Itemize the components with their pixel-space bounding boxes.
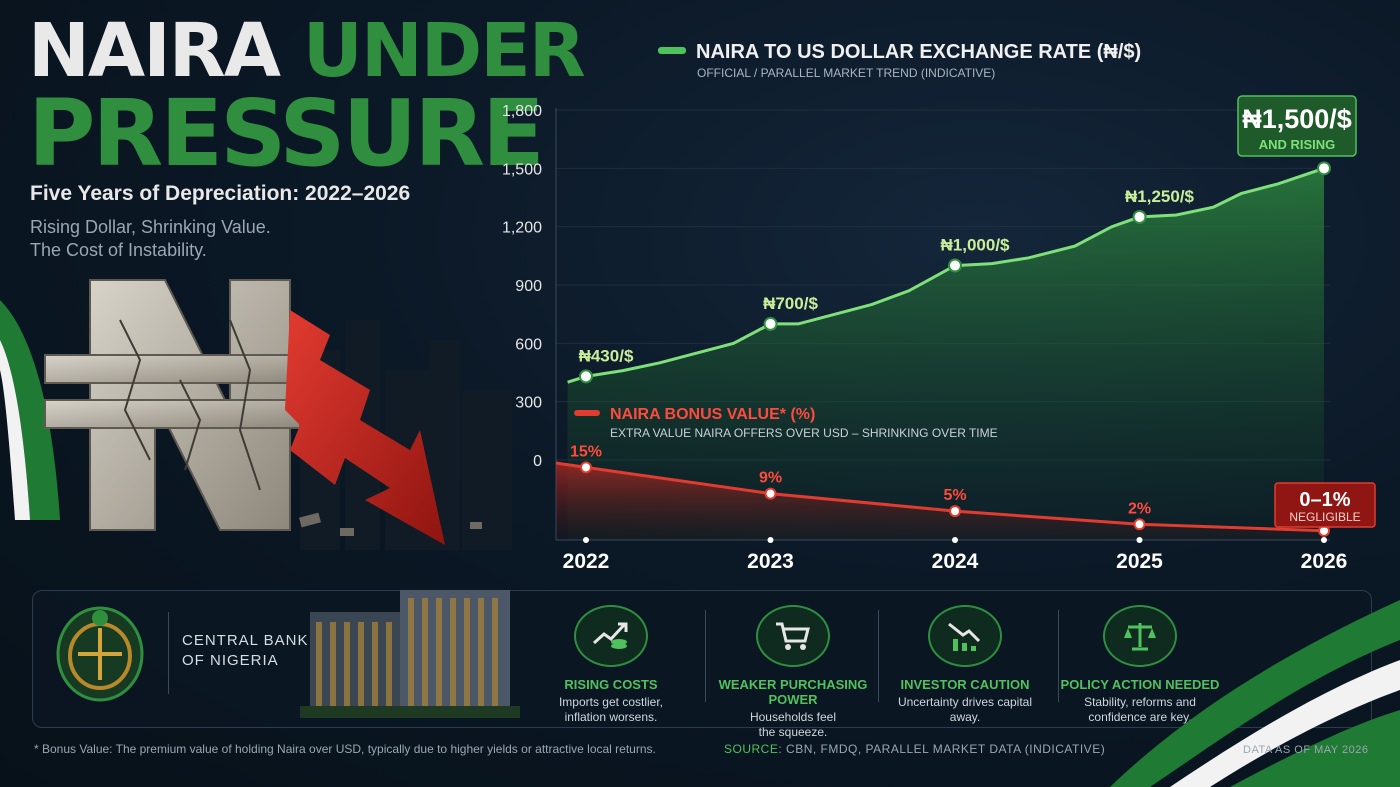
title-word-under: UNDER — [302, 8, 586, 94]
tagline-line-2: The Cost of Instability. — [30, 240, 207, 260]
impact-title: POLICY ACTION NEEDED — [1060, 677, 1220, 692]
flag-ribbon-right — [1110, 600, 1400, 787]
x-axis-ticks: 2022 2023 2024 2025 2026 — [563, 537, 1348, 573]
falling-arrow — [285, 310, 445, 545]
x-tick-label: 2025 — [1116, 550, 1163, 573]
chart-subtitle: OFFICIAL / PARALLEL MARKET TREND (INDICA… — [697, 66, 995, 80]
x-tick-label: 2022 — [563, 550, 610, 573]
cbn-name-line-1: CENTRAL BANK — [182, 632, 309, 649]
rate-data-label: ₦1,000/$ — [941, 236, 1011, 255]
legend-swatch-exchange-rate — [658, 47, 686, 54]
rate-point — [1132, 209, 1147, 224]
y-tick-label: 600 — [515, 336, 542, 353]
impact-divider-3 — [1058, 610, 1059, 702]
rate-point — [763, 316, 778, 331]
bonus-data-label: 2% — [1128, 500, 1151, 517]
impact-desc-line-2: the squeeze. — [758, 725, 828, 739]
impact-divider-2 — [878, 610, 879, 702]
impact-policy-action: POLICY ACTION NEEDED Stability, reforms … — [1055, 605, 1225, 725]
scales-icon — [1103, 605, 1177, 667]
impact-title: RISING COSTS — [564, 677, 658, 692]
exchange-rate-chart: NAIRA TO US DOLLAR EXCHANGE RATE (₦/$) O… — [502, 41, 1376, 573]
source-line: SOURCE: CBN, FMDQ, PARALLEL MARKET DATA … — [724, 742, 1105, 756]
impact-rising-costs: RISING COSTS Imports get costlier, infla… — [526, 605, 696, 725]
impact-desc-line-1: Stability, reforms and — [1084, 695, 1196, 709]
source-label: SOURCE: — [724, 742, 783, 756]
x-tick-marker — [767, 537, 774, 543]
hero-illustration — [0, 279, 512, 550]
rate-point — [579, 369, 593, 384]
x-tick-label: 2023 — [747, 550, 794, 573]
x-tick-label: 2026 — [1301, 550, 1348, 573]
impact-purchasing-power: WEAKER PURCHASING POWER Households feel … — [708, 605, 878, 740]
impact-divider-1 — [705, 610, 706, 702]
x-tick-marker — [952, 537, 958, 543]
x-tick-marker — [1136, 537, 1143, 543]
bonus-data-label: 9% — [759, 470, 782, 487]
bonus-point — [1133, 518, 1146, 531]
tagline-line-1: Rising Dollar, Shrinking Value. — [30, 217, 271, 237]
exchange-rate-points: ₦430/$ ₦700/$ ₦1,000/$ ₦1,250/$ — [579, 161, 1331, 384]
impact-desc-line-2: away. — [949, 710, 981, 724]
rate-data-label: ₦430/$ — [579, 346, 634, 365]
title-word-naira: NAIRA — [28, 8, 281, 94]
legend-swatch-bonus-value — [574, 410, 600, 416]
rising-costs-icon — [574, 605, 648, 667]
rate-callout-note: AND RISING — [1259, 137, 1336, 152]
rate-data-label: ₦1,250/$ — [1125, 187, 1195, 206]
flag-ribbon-left — [0, 300, 60, 520]
impact-desc-line-1: Households feel — [749, 710, 837, 724]
y-tick-label: 1,200 — [502, 220, 542, 237]
impact-desc-line-1: Uncertainty drives capital — [897, 695, 1033, 709]
rate-point — [948, 258, 962, 273]
bonus-data-label: 15% — [570, 443, 602, 460]
bonus-callout-value: 0–1% — [1299, 489, 1350, 511]
x-tick-marker — [583, 537, 589, 543]
footnote: * Bonus Value: The premium value of hold… — [34, 742, 656, 756]
impact-desc-line-2: confidence are key. — [1088, 710, 1192, 724]
title-line-2: PRESSURE — [28, 80, 545, 187]
cbn-name-line-2: OF NIGERIA — [182, 652, 279, 669]
title-line-1: NAIRA UNDER — [28, 14, 586, 88]
x-tick-marker — [1321, 537, 1327, 543]
bonus-point — [764, 487, 777, 500]
naira-symbol-stone — [44, 279, 301, 531]
impact-desc-line-2: inflation worsens. — [564, 710, 658, 724]
logo-divider — [168, 612, 169, 694]
y-tick-label: 300 — [515, 395, 542, 412]
bonus-point — [949, 505, 961, 518]
bonus-value-points: 15% 9% 5% 2% — [570, 443, 1330, 537]
bonus-callout: 0–1% NEGLIGIBLE — [1274, 482, 1376, 528]
exchange-rate-area — [567, 168, 1324, 541]
rate-callout-value: ₦1,500/$ — [1242, 104, 1352, 134]
bonus-title: NAIRA BONUS VALUE* (%) — [610, 406, 815, 423]
impact-investor-caution: INVESTOR CAUTION Uncertainty drives capi… — [880, 605, 1050, 725]
bonus-subtitle: EXTRA VALUE NAIRA OFFERS OVER USD – SHRI… — [610, 426, 998, 440]
y-tick-label: 900 — [515, 278, 542, 295]
page-subtitle: Five Years of Depreciation: 2022–2026 — [30, 182, 411, 205]
x-tick-label: 2024 — [932, 550, 979, 573]
rate-point — [1317, 161, 1331, 176]
exchange-rate-line — [567, 166, 1325, 384]
rate-callout: ₦1,500/$ AND RISING — [1237, 95, 1357, 157]
cbn-logo — [56, 606, 144, 702]
declining-chart-icon — [928, 605, 1002, 667]
bonus-value-area — [556, 463, 1324, 540]
shopping-cart-icon — [756, 605, 830, 667]
source-text: CBN, FMDQ, PARALLEL MARKET DATA (INDICAT… — [786, 742, 1106, 756]
y-tick-label: 0 — [533, 453, 542, 470]
y-tick-label: 1,500 — [502, 161, 542, 178]
y-tick-label: 1,800 — [502, 103, 542, 120]
rate-data-label: ₦700/$ — [763, 294, 818, 313]
bonus-data-label: 5% — [943, 487, 966, 504]
cbn-building-illustration — [300, 590, 520, 718]
chart-title: NAIRA TO US DOLLAR EXCHANGE RATE (₦/$) — [696, 41, 1141, 63]
impact-title: WEAKER PURCHASING POWER — [718, 677, 868, 707]
bonus-callout-note: NEGLIGIBLE — [1289, 510, 1360, 524]
data-as-of: DATA AS OF MAY 2026 — [1243, 744, 1369, 756]
impact-title: INVESTOR CAUTION — [900, 677, 1030, 692]
bonus-point — [580, 461, 592, 474]
impact-desc-line-1: Imports get costlier, — [558, 695, 664, 709]
